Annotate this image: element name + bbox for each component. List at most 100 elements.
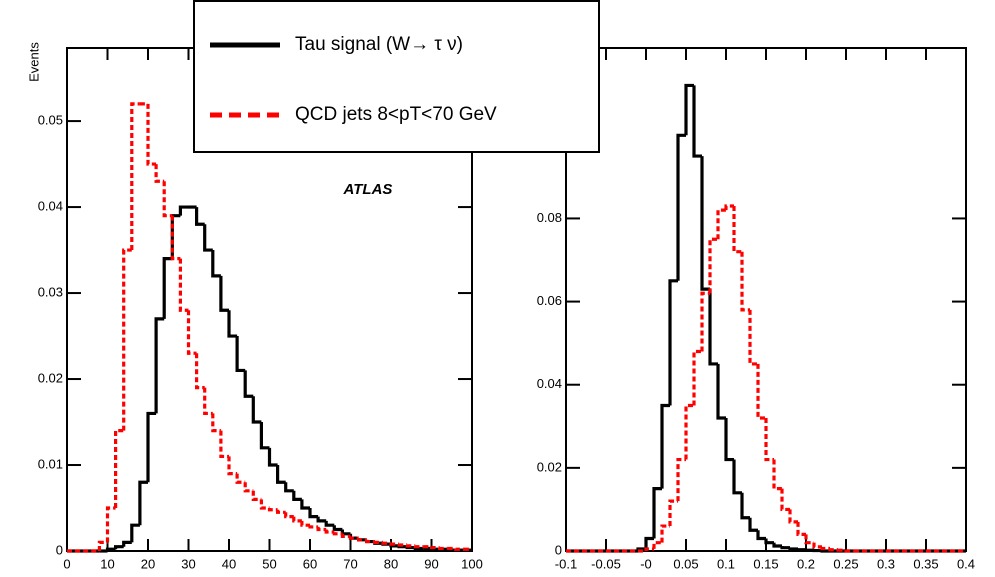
histogram-step [788, 509, 798, 524]
histogram-step [429, 545, 440, 550]
y-tick-label: 0.04 [38, 199, 63, 214]
histogram-step [708, 237, 718, 294]
histogram-step [740, 492, 750, 520]
histogram-step [227, 310, 238, 338]
x-tick-label: 0 [63, 556, 70, 571]
histogram-step [716, 363, 726, 420]
histogram-step [162, 257, 173, 319]
y-tick-label: 0.02 [38, 370, 63, 385]
histogram-step [660, 403, 670, 489]
histogram-step [324, 520, 335, 527]
histogram-step [812, 542, 822, 549]
x-tick-label: 0.4 [957, 556, 975, 571]
x-tick-label: 0.25 [833, 556, 858, 571]
histogram-step [267, 447, 278, 467]
x-tick-label: 20 [141, 556, 155, 571]
histogram-step [389, 542, 400, 546]
y-tick-label: 0.06 [537, 293, 562, 308]
plot-frame [565, 47, 967, 552]
histogram-step [756, 363, 766, 420]
histogram-step [676, 133, 686, 281]
x-tick-label: 70 [343, 556, 357, 571]
histogram-step [162, 181, 173, 218]
histogram-step [764, 417, 774, 462]
histogram-step [122, 248, 132, 431]
histogram-step [692, 349, 702, 406]
histogram-step [732, 459, 742, 495]
x-tick-label: 0.2 [797, 556, 815, 571]
y-tick-label: 0.08 [537, 210, 562, 225]
histogram-step [644, 547, 654, 551]
histogram-step [211, 250, 221, 278]
histogram-step [251, 490, 262, 502]
histogram-step [332, 532, 343, 536]
histogram-step [154, 164, 165, 183]
histogram-step [684, 83, 694, 136]
histogram-step [105, 547, 116, 551]
y-tick-label: 0.01 [38, 456, 63, 471]
histogram-step [300, 499, 310, 510]
histogram-step [203, 224, 213, 252]
histogram-step [138, 480, 148, 526]
histogram-step [724, 417, 734, 462]
y-tick-label: 0 [555, 542, 562, 557]
x-tick-label: 30 [181, 556, 195, 571]
y-tick-label: 0.03 [38, 284, 63, 299]
x-tick-label: 0.15 [753, 556, 778, 571]
histogram-step [454, 547, 464, 551]
histogram-step [178, 205, 189, 216]
x-tick-label: 0.35 [913, 556, 938, 571]
histogram-step [219, 275, 229, 312]
histogram-step [332, 525, 343, 532]
y-tick-label: 0.05 [38, 113, 63, 128]
y-tick-label: 0.04 [537, 376, 562, 391]
histogram-step [660, 524, 670, 543]
histogram-step [259, 499, 270, 510]
histogram-step [122, 540, 132, 547]
histogram-step [284, 512, 294, 519]
y-axis-label: Events [26, 42, 41, 82]
histogram-step [692, 85, 702, 158]
legend-box [193, 0, 600, 153]
histogram-step [700, 291, 710, 352]
x-tick-label: 0.05 [673, 556, 698, 571]
histogram-step [146, 411, 157, 483]
histogram-step [114, 429, 124, 509]
histogram-step [195, 207, 205, 226]
histogram-step [178, 258, 189, 312]
histogram-step [235, 473, 246, 484]
x-tick-label: 40 [222, 556, 236, 571]
histogram-step [644, 536, 654, 549]
histogram-step [259, 422, 270, 450]
histogram-step [668, 499, 678, 527]
histogram-step [700, 156, 710, 291]
histogram-step [357, 538, 367, 542]
histogram-step [828, 548, 838, 552]
histogram-step [348, 536, 359, 540]
histogram-step [203, 387, 213, 416]
histogram-step [748, 309, 758, 366]
histogram-step [316, 516, 327, 523]
legend-label: Tau signal (W→ τ ν) [295, 34, 463, 55]
x-tick-label: 10 [100, 556, 114, 571]
x-tick-label: 0.3 [877, 556, 895, 571]
histogram-step [748, 517, 758, 532]
histogram-step [796, 548, 806, 552]
histogram-step [195, 353, 205, 390]
histogram-step [105, 506, 116, 543]
histogram-step [764, 538, 774, 545]
histogram-step [251, 396, 262, 424]
histogram-step [186, 310, 197, 355]
x-tick-label: -0.1 [555, 556, 577, 571]
histogram-step [97, 540, 108, 551]
histogram-step [780, 546, 790, 550]
histogram-step [316, 526, 327, 532]
histogram-step [381, 541, 391, 545]
histogram-step [365, 539, 375, 544]
histogram-step [340, 533, 351, 538]
histogram-step [772, 459, 782, 491]
histogram-step [652, 487, 662, 539]
histogram-step [146, 103, 157, 166]
histogram-step [780, 488, 790, 512]
histogram-step [219, 430, 229, 459]
